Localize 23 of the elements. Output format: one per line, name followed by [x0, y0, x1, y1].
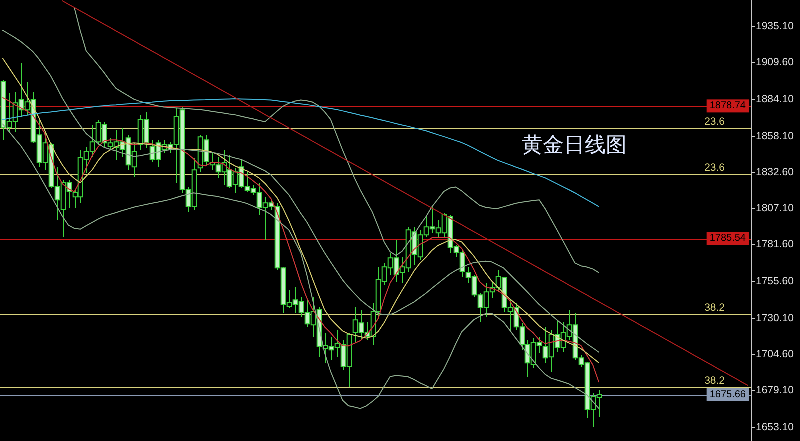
ref-line-label: 1785.54 [710, 233, 746, 244]
level-label: 23.6 [704, 162, 725, 174]
y-tick-label: 1858.10 [756, 130, 794, 142]
level-label: 38.2 [704, 375, 725, 388]
y-tick-label: 1832.60 [756, 166, 794, 178]
ref-label: 1785.54 [706, 232, 749, 246]
y-tick-label: 1807.10 [756, 202, 794, 214]
ref-label: 1675.66 [706, 388, 749, 402]
y-tick-label: 1730.10 [756, 312, 794, 324]
ref-line-label: 1675.66 [710, 389, 746, 400]
y-tick-label: 1935.10 [756, 20, 794, 32]
y-tick-label: 1781.60 [756, 238, 794, 250]
y-tick-label: 1653.10 [756, 422, 794, 434]
y-tick-label: 1755.60 [756, 276, 794, 288]
y-tick-label: 1909.60 [756, 56, 794, 68]
level-label: 38.2 [704, 302, 725, 314]
level-label: 23.6 [704, 116, 725, 128]
y-tick-label: 1704.60 [756, 348, 794, 360]
y-tick-label: 1884.10 [756, 94, 794, 106]
annotation: 黄金日线图 [522, 134, 627, 158]
ref-line-label: 1878.74 [710, 100, 746, 112]
ref-label: 1878.74 [706, 100, 749, 113]
y-tick-label: 1679.10 [756, 384, 794, 396]
